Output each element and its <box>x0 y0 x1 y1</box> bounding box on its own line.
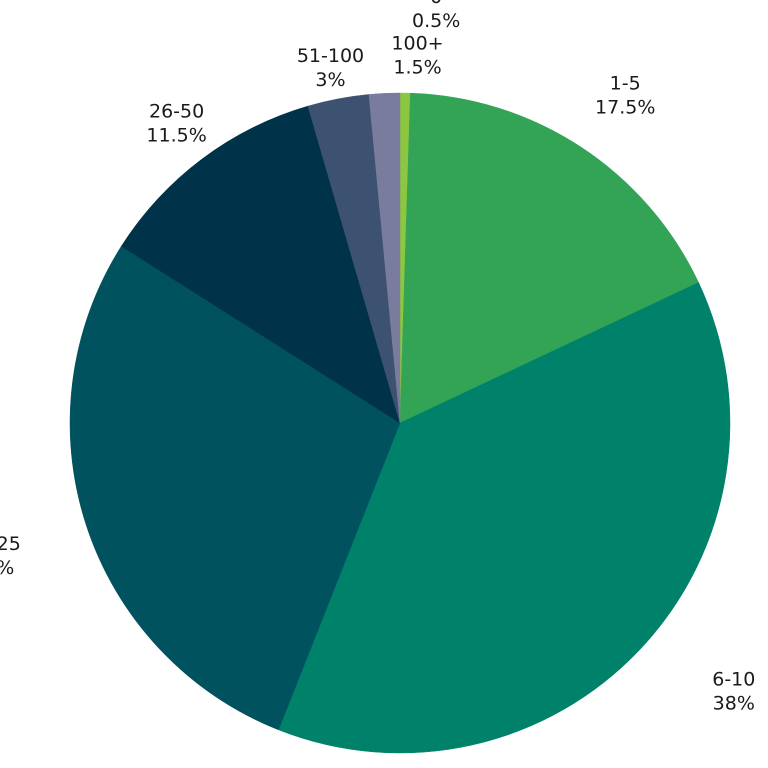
pie-label-percent: 0.5% <box>412 10 460 32</box>
pie-label-1-5: 1-5 17.5% <box>595 72 655 118</box>
pie-label-percent: 17.5% <box>595 96 655 118</box>
pie-label-category: 0 <box>430 0 442 8</box>
pie-label-category: 51-100 <box>297 45 364 67</box>
pie-label-category: 26-50 <box>149 101 204 123</box>
pie-label-percent: 3% <box>315 69 345 91</box>
pie-label-category: 11-25 <box>0 533 21 555</box>
pie-slice-26-50 <box>121 105 401 424</box>
pie-label-percent: 11.5% <box>146 125 206 147</box>
pie-label-0: 0 0.5% <box>412 0 460 32</box>
pie-label-100plus: 100+ 1.5% <box>391 32 443 78</box>
pie-label-percent: 28% <box>0 557 14 579</box>
pie-label-6-10: 6-10 38% <box>712 668 755 714</box>
pie-slices <box>69 92 731 754</box>
pie-slice-1-5 <box>399 92 699 424</box>
pie-label-51-100: 51-100 3% <box>297 45 364 91</box>
pie-slice-6-10 <box>278 282 731 754</box>
pie-label-category: 6-10 <box>712 668 755 690</box>
pie-slice-100plus <box>368 92 401 424</box>
pie-label-percent: 1.5% <box>393 56 441 78</box>
pie-label-percent: 38% <box>713 692 755 714</box>
pie-slice-11-25 <box>69 245 401 731</box>
pie-label-category: 1-5 <box>610 72 641 94</box>
pie-label-category: 100+ <box>391 32 443 54</box>
pie-label-26-50: 26-50 11.5% <box>146 101 206 147</box>
pie-label-11-25: 11-25 28% <box>0 533 21 579</box>
